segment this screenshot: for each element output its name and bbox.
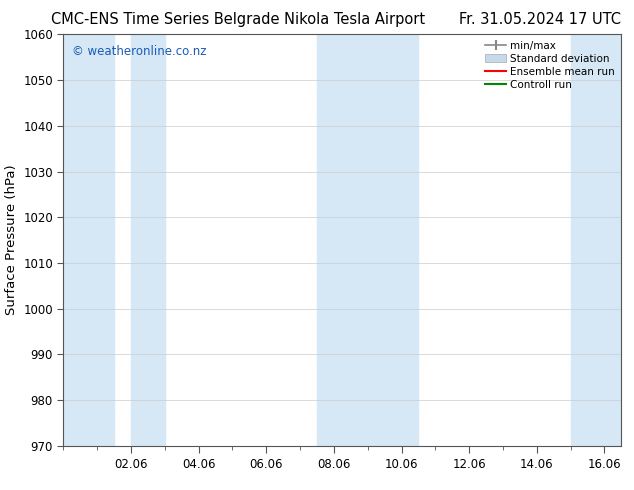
Bar (131, 34, 165, 446)
Text: Fr. 31.05.2024 17 UTC: Fr. 31.05.2024 17 UTC (459, 12, 621, 27)
Bar (63, 34, 114, 446)
Text: CMC-ENS Time Series Belgrade Nikola Tesla Airport: CMC-ENS Time Series Belgrade Nikola Tesl… (51, 12, 425, 27)
Legend: min/max, Standard deviation, Ensemble mean run, Controll run: min/max, Standard deviation, Ensemble me… (481, 36, 619, 94)
Bar (317, 34, 418, 446)
Bar (571, 34, 621, 446)
Y-axis label: Surface Pressure (hPa): Surface Pressure (hPa) (4, 165, 18, 316)
Text: © weatheronline.co.nz: © weatheronline.co.nz (72, 45, 206, 58)
Title: CMC-ENS Time Series Belgrade Nikola Tesla Airport     Fr. 31.05.2024 17 UTC: CMC-ENS Time Series Belgrade Nikola Tesl… (0, 489, 1, 490)
